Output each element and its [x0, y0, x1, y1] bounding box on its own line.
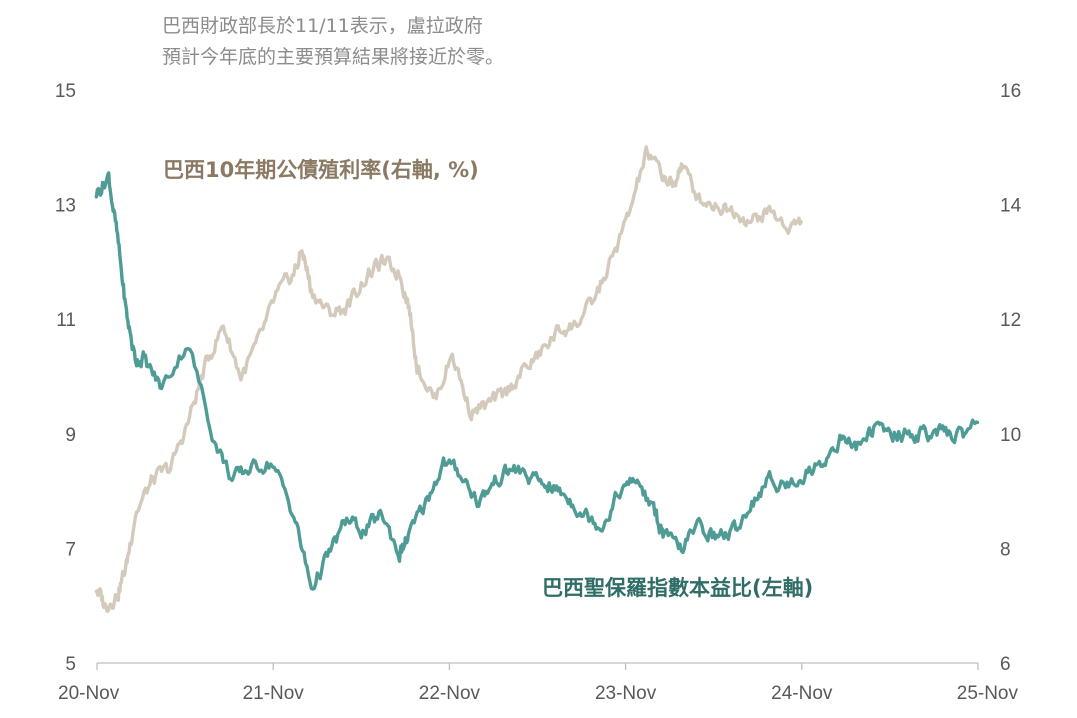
chart-subtitle-line-2: 預計今年底的主要預算結果將接近於零。	[162, 46, 504, 68]
left-tick-label: 11	[56, 310, 76, 331]
x-axis: 20-Nov 21-Nov 22-Nov 23-Nov 24-Nov 25-Nov	[58, 662, 1019, 704]
left-tick-label: 15	[55, 81, 76, 102]
right-tick-label: 10	[1000, 425, 1021, 446]
left-tick-label: 13	[55, 196, 76, 217]
x-tick-label: 20-Nov	[58, 683, 120, 704]
right-tick-label: 14	[1000, 196, 1022, 217]
right-tick-label: 16	[1000, 81, 1021, 102]
bond-yield-line	[94, 145, 803, 613]
x-tick-label: 22-Nov	[419, 683, 481, 704]
series-layer	[94, 145, 980, 613]
x-tick-label: 21-Nov	[243, 683, 305, 704]
left-tick-label: 7	[65, 539, 76, 560]
pe-ratio-line	[94, 171, 980, 591]
x-tick-label: 24-Nov	[771, 683, 833, 704]
left-tick-label: 9	[65, 425, 76, 446]
left-tick-label: 5	[65, 654, 76, 675]
x-tick-label: 23-Nov	[595, 683, 657, 704]
right-tick-label: 8	[1000, 539, 1011, 560]
right-axis: 6 8 10 12 14 16	[1000, 81, 1022, 675]
right-tick-label: 12	[1000, 310, 1021, 331]
left-axis: 5 7 9 11 13 15	[55, 81, 76, 675]
yield-series-label: 巴西10年期公債殖利率(右軸, %)	[163, 158, 479, 182]
right-tick-label: 6	[1000, 654, 1011, 675]
x-tick-label: 25-Nov	[957, 683, 1019, 704]
pe-series-label: 巴西聖保羅指數本益比(左軸)	[542, 576, 813, 600]
chart-subtitle-line-1: 巴西財政部長於11/11表示，盧拉政府	[162, 15, 483, 37]
